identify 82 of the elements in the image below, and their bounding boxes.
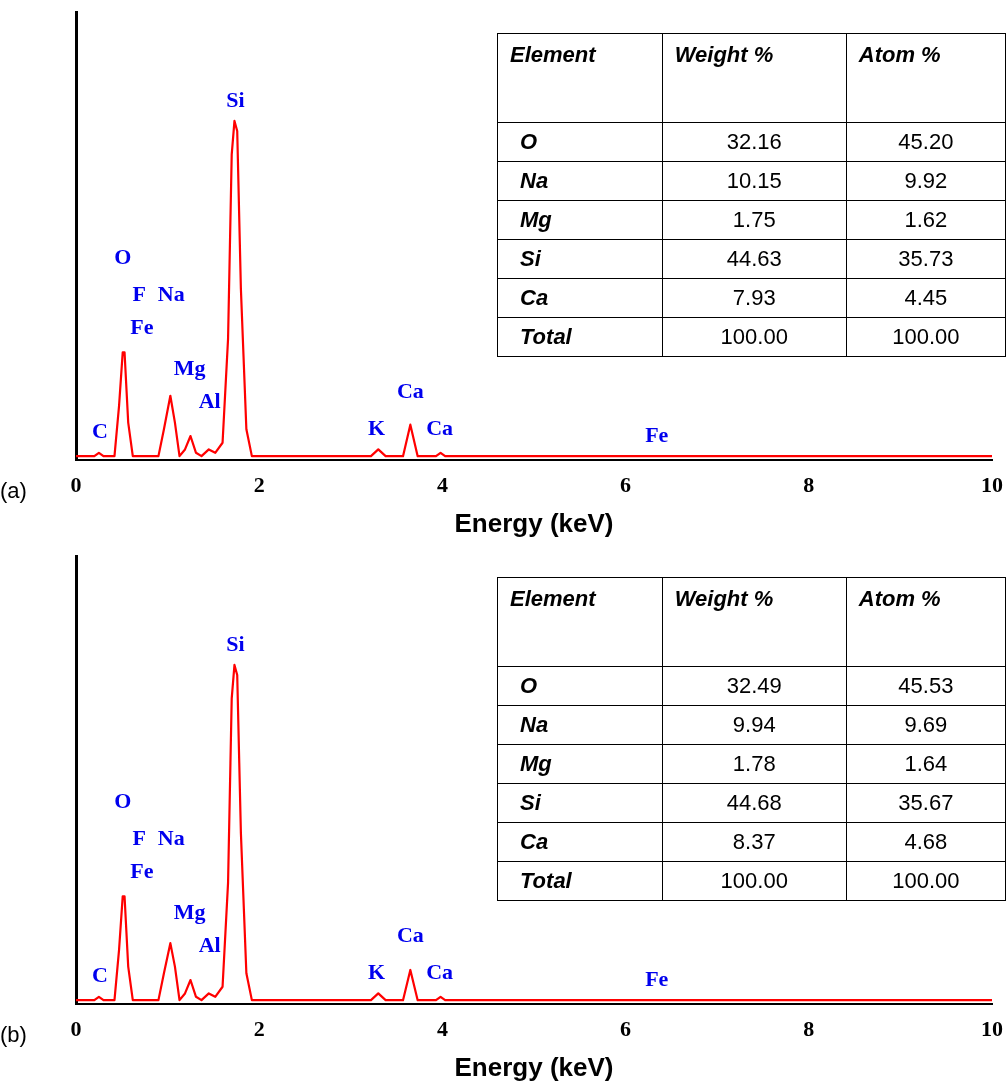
annotation: 44.68	[662, 783, 847, 823]
annotation: Mg	[173, 898, 206, 924]
annotation: 44.63	[662, 239, 847, 279]
annotation: 100.00	[662, 317, 847, 357]
x-tick-label: 2	[253, 1016, 265, 1042]
text: Si	[226, 86, 245, 112]
text: Atom %	[846, 33, 1006, 123]
annotation: 9.94	[662, 705, 847, 745]
annotation: O	[497, 122, 663, 162]
text: (b)	[0, 1022, 27, 1048]
annotation: 10.15	[662, 161, 847, 201]
annotation: Na	[157, 280, 185, 306]
x-tick-label: 8	[803, 1016, 815, 1042]
text: Element	[497, 577, 663, 667]
x-tick-label: 0	[70, 472, 82, 498]
annotation: C	[91, 962, 108, 988]
annotation: F	[132, 824, 146, 850]
x-tick-label: 2	[253, 472, 265, 498]
text: Si	[226, 630, 245, 656]
annotation: F	[132, 280, 146, 306]
annotation: O	[114, 788, 132, 814]
annotation: 4.45	[846, 278, 1006, 318]
x-tick-label: 8	[803, 472, 815, 498]
x-tick-label: 6	[620, 472, 632, 498]
annotation: 1.75	[662, 200, 847, 240]
x-tick-label: 6	[620, 1016, 632, 1042]
annotation: Ca	[396, 378, 424, 404]
annotation: 32.16	[662, 122, 847, 162]
annotation: Ca	[426, 415, 454, 441]
annotation: Fe	[645, 421, 669, 447]
x-axis-title: Energy (keV)	[454, 1051, 614, 1082]
annotation: Ca	[396, 922, 424, 948]
annotation: 8.37	[662, 822, 847, 862]
annotation: Al	[198, 388, 221, 414]
annotation: 100.00	[846, 317, 1006, 357]
annotation: 4.68	[846, 822, 1006, 862]
annotation: 1.64	[846, 744, 1006, 784]
annotation: 100.00	[662, 861, 847, 901]
annotation: Na	[497, 705, 663, 745]
annotation: Ca	[426, 959, 454, 985]
annotation: 7.93	[662, 278, 847, 318]
annotation: Na	[497, 161, 663, 201]
x-tick-label: 4	[436, 472, 448, 498]
annotation: Si	[497, 783, 663, 823]
annotation: 45.20	[846, 122, 1006, 162]
annotation: 9.92	[846, 161, 1006, 201]
annotation: Ca	[497, 822, 663, 862]
annotation: 1.78	[662, 744, 847, 784]
annotation: C	[91, 418, 108, 444]
annotation: Na	[157, 824, 185, 850]
text: Atom %	[846, 577, 1006, 667]
x-tick-label: 10	[981, 472, 1003, 498]
annotation: Si	[497, 239, 663, 279]
text: Element	[497, 33, 663, 123]
x-axis-title: Energy (keV)	[454, 507, 614, 538]
annotation: 32.49	[662, 666, 847, 706]
annotation: 35.73	[846, 239, 1006, 279]
annotation: Mg	[497, 744, 663, 784]
annotation: 100.00	[846, 861, 1006, 901]
annotation: Fe	[130, 314, 154, 340]
text: Weight %	[662, 577, 847, 667]
x-tick-label: 10	[981, 1016, 1003, 1042]
x-tick-label: 4	[436, 1016, 448, 1042]
annotation: Ca	[497, 278, 663, 318]
x-tick-label: 0	[70, 1016, 82, 1042]
annotation: 1.62	[846, 200, 1006, 240]
annotation: Fe	[645, 965, 669, 991]
annotation: O	[114, 244, 132, 270]
annotation: Mg	[173, 354, 206, 380]
text: Weight %	[662, 33, 847, 123]
annotation: O	[497, 666, 663, 706]
annotation: 9.69	[846, 705, 1006, 745]
annotation: Al	[198, 932, 221, 958]
annotation: 45.53	[846, 666, 1006, 706]
annotation: Total	[497, 861, 663, 901]
annotation: Mg	[497, 200, 663, 240]
annotation: Fe	[130, 858, 154, 884]
annotation: K	[367, 959, 386, 985]
annotation: K	[367, 415, 386, 441]
annotation: Total	[497, 317, 663, 357]
annotation: 35.67	[846, 783, 1006, 823]
text: (a)	[0, 478, 27, 504]
